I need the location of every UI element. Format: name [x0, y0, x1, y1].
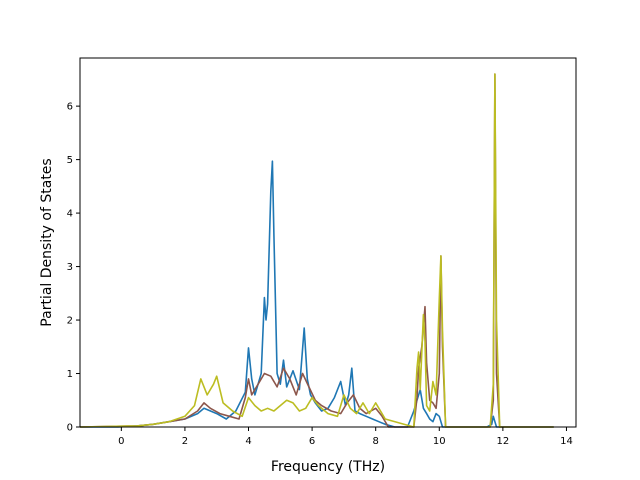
x-tick-label: 10 [433, 436, 446, 447]
plot-frame [79, 57, 577, 428]
y-tick-label: 5 [67, 155, 73, 166]
x-tick-label: 6 [309, 436, 315, 447]
y-tick-label: 3 [67, 262, 73, 273]
series-line-2 [79, 73, 554, 428]
y-tick-label: 4 [67, 209, 73, 220]
y-tick-label: 1 [67, 369, 73, 380]
y-tick-label: 6 [67, 102, 73, 113]
y-tick-label: 2 [67, 316, 73, 327]
x-tick-label: 14 [560, 436, 573, 447]
x-tick-label: 8 [373, 436, 379, 447]
y-tick-label: 0 [67, 423, 73, 434]
series-line-3 [79, 73, 554, 428]
plot-lines [79, 73, 554, 428]
x-axis-ticks: 0 2 4 6 8 10 12 14 [118, 427, 573, 447]
y-axis-label: Partial Density of States [39, 158, 55, 326]
x-tick-label: 2 [182, 436, 188, 447]
x-axis-label: Frequency (THz) [271, 459, 385, 475]
series-line-1 [80, 160, 554, 428]
x-tick-label: 4 [245, 436, 251, 447]
y-axis-ticks: 0 1 2 3 4 5 6 [67, 102, 80, 434]
x-tick-label: 0 [118, 436, 124, 447]
x-tick-label: 12 [497, 436, 510, 447]
